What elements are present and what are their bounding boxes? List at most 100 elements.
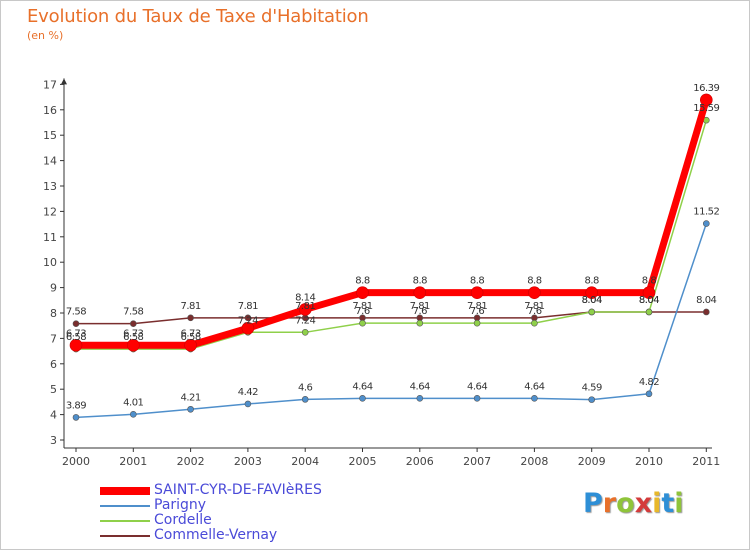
data-point-parigny bbox=[531, 395, 538, 402]
data-label-commelle-vernay: 8.04 bbox=[696, 295, 716, 306]
legend-swatch-parigny bbox=[100, 505, 150, 507]
data-point-saint-cyr-de-favi-res bbox=[528, 286, 541, 299]
logo-letter: i bbox=[674, 488, 684, 519]
logo-letter: t bbox=[661, 488, 675, 519]
data-point-parigny bbox=[72, 414, 80, 421]
y-tick-label: 14 bbox=[43, 155, 57, 168]
x-tick-label: 2008 bbox=[520, 455, 548, 468]
axes: 3 4 5 6 7 8 9 10 11 12 13 14 15 16 17 2000 2001 2002 2003 2… bbox=[43, 78, 720, 468]
data-point-saint-cyr-de-favi-res bbox=[699, 93, 713, 107]
data-label-parigny: 4.64 bbox=[352, 381, 372, 392]
data-point-cordelle bbox=[473, 319, 481, 327]
data-point-saint-cyr-de-favi-res bbox=[69, 338, 83, 352]
x-tick-label: 2011 bbox=[692, 455, 720, 468]
data-label-saint-cyr-de-favi-res: 6.73 bbox=[66, 328, 86, 339]
data-point-commelle-vernay bbox=[702, 308, 710, 316]
data-point-parigny bbox=[187, 405, 194, 413]
data-label-cordelle: 7.24 bbox=[295, 315, 315, 326]
chart-title: Evolution du Taux de Taxe d'Habitation bbox=[27, 6, 369, 27]
data-point-saint-cyr-de-favi-res bbox=[585, 286, 599, 299]
data-point-cordelle bbox=[359, 319, 366, 327]
data-label-parigny: 4.64 bbox=[410, 381, 430, 392]
legend-swatch-saint-cyr bbox=[100, 487, 150, 495]
x-tick-label: 2010 bbox=[635, 455, 663, 468]
logo-letter: x bbox=[634, 488, 653, 519]
data-label-saint-cyr-de-favi-res: 6.73 bbox=[180, 328, 200, 339]
data-label-commelle-vernay: 7.58 bbox=[66, 307, 86, 318]
data-point-saint-cyr-de-favi-res bbox=[470, 286, 484, 299]
data-label-parigny: 4.6 bbox=[298, 382, 313, 393]
data-label-cordelle: 6.58 bbox=[66, 332, 86, 343]
data-point-cordelle bbox=[301, 329, 309, 336]
logo-letter: r bbox=[602, 488, 617, 519]
data-label-cordelle: 8.04 bbox=[639, 295, 659, 306]
legend-label: Commelle-Vernay bbox=[154, 527, 278, 543]
series-line-commelle-vernay bbox=[76, 311, 707, 325]
data-point-saint-cyr-de-favi-res bbox=[413, 286, 427, 299]
x-tick-label: 2000 bbox=[62, 455, 90, 468]
data-point-parigny bbox=[244, 400, 252, 408]
data-label-commelle-vernay: 7.81 bbox=[238, 301, 258, 312]
series-line-parigny bbox=[75, 223, 708, 419]
series-line-saint-cyr-de-favi-res bbox=[76, 98, 710, 349]
data-label-saint-cyr-de-favi-res: 8.14 bbox=[295, 292, 315, 303]
data-label-parigny: 3.89 bbox=[66, 400, 86, 411]
data-point-saint-cyr-de-favi-res bbox=[642, 286, 656, 299]
data-label-parigny: 11.52 bbox=[693, 207, 719, 218]
x-tick-label: 2009 bbox=[578, 455, 606, 468]
y-axis-arrow bbox=[61, 78, 67, 85]
data-label-parigny: 4.82 bbox=[639, 377, 659, 388]
y-tick-label: 6 bbox=[50, 358, 57, 371]
data-point-parigny bbox=[702, 220, 710, 227]
x-tick-label: 2005 bbox=[349, 455, 377, 468]
legend-swatch-commelle-vernay bbox=[100, 535, 150, 537]
data-label-commelle-vernay: 7.58 bbox=[123, 307, 143, 318]
data-label-cordelle: 6.58 bbox=[123, 332, 143, 343]
data-label-commelle-vernay: 7.81 bbox=[295, 301, 315, 312]
x-tick-label: 2004 bbox=[291, 455, 319, 468]
data-label-parigny: 4.21 bbox=[180, 392, 200, 403]
data-point-parigny bbox=[416, 395, 424, 402]
data-label-parigny: 4.64 bbox=[524, 381, 544, 392]
data-label-saint-cyr-de-favi-res: 16.39 bbox=[693, 83, 719, 94]
y-tick-label: 10 bbox=[43, 256, 57, 269]
series-line-cordelle bbox=[76, 119, 708, 350]
data-point-cordelle bbox=[588, 308, 596, 316]
logo-letter: o bbox=[616, 488, 635, 519]
data-point-commelle-vernay bbox=[244, 314, 252, 322]
data-point-commelle-vernay bbox=[187, 314, 194, 322]
data-point-commelle-vernay bbox=[130, 320, 137, 327]
data-label-saint-cyr-de-favi-res: 8.8 bbox=[470, 276, 485, 287]
data-point-parigny bbox=[645, 390, 653, 398]
y-tick-label: 7 bbox=[50, 332, 57, 345]
y-tick-label: 4 bbox=[50, 409, 57, 422]
data-point-saint-cyr-de-favi-res bbox=[184, 338, 197, 352]
data-label-cordelle: 7.24 bbox=[238, 315, 258, 326]
y-tick-label: 12 bbox=[43, 205, 57, 218]
data-label-saint-cyr-de-favi-res: 8.8 bbox=[413, 276, 428, 287]
data-point-parigny bbox=[301, 396, 309, 403]
legend-label: SAINT-CYR-DE-FAVIèRES bbox=[154, 482, 322, 498]
y-tick-label: 15 bbox=[43, 129, 57, 142]
data-point-commelle-vernay bbox=[72, 320, 80, 327]
data-label-saint-cyr-de-favi-res: 8.8 bbox=[642, 276, 657, 287]
x-tick-label: 2003 bbox=[234, 455, 262, 468]
data-point-saint-cyr-de-favi-res bbox=[127, 338, 140, 352]
data-label-saint-cyr-de-favi-res: 8.8 bbox=[355, 276, 370, 287]
data-point-cordelle bbox=[416, 319, 424, 327]
data-label-cordelle: 7.6 bbox=[470, 306, 485, 317]
data-label-parigny: 4.64 bbox=[467, 381, 487, 392]
logo-letter: i bbox=[652, 488, 662, 519]
data-point-parigny bbox=[588, 396, 596, 403]
series-layer bbox=[69, 93, 713, 421]
y-tick-label: 9 bbox=[50, 282, 57, 295]
logo-letter: P bbox=[583, 488, 603, 519]
y-tick-label: 13 bbox=[43, 180, 57, 193]
data-label-commelle-vernay: 7.81 bbox=[180, 301, 200, 312]
proxiti-logo: Proxiti bbox=[583, 488, 684, 519]
data-label-parigny: 4.01 bbox=[123, 397, 143, 408]
data-label-commelle-vernay: 8.04 bbox=[639, 295, 659, 306]
y-tick-label: 3 bbox=[50, 434, 57, 447]
data-point-cordelle bbox=[531, 319, 538, 327]
